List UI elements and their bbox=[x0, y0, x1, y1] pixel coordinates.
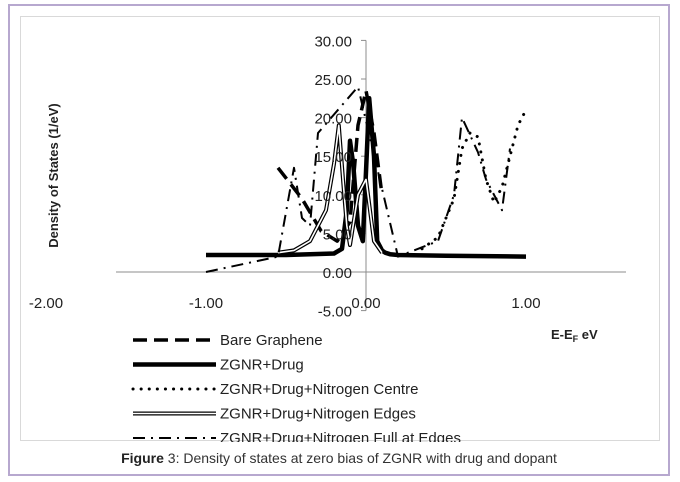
chart-area: -5.00 0.00 5.00 10.00 15.00 20.00 25.00 30.00 -2… bbox=[20, 16, 660, 442]
figure-frame: -5.00 0.00 5.00 10.00 15.00 20.00 25.00 30.00 -2… bbox=[8, 4, 670, 476]
y-tick-label: 15.00 bbox=[314, 149, 352, 166]
legend-label-3: ZGNR+Drug+Nitrogen Centre bbox=[220, 381, 418, 398]
series-5-line bbox=[205, 85, 511, 273]
legend-label-1: Bare Graphene bbox=[220, 332, 323, 349]
legend-label-4: ZGNR+Drug+Nitrogen Edges bbox=[220, 406, 416, 423]
y-tick-label: 25.00 bbox=[314, 72, 352, 89]
series-4-line-inner bbox=[277, 124, 383, 254]
series-3-line bbox=[420, 108, 528, 251]
axes bbox=[116, 39, 626, 312]
series-group bbox=[205, 85, 528, 273]
y-tick-label: 5.00 bbox=[323, 226, 352, 243]
caption-text: 3: Density of states at zero bias of ZGN… bbox=[163, 450, 557, 466]
x-tick-label: -2.00 bbox=[29, 295, 63, 312]
y-axis-label: Density of States (1/eV) bbox=[46, 103, 61, 248]
tick-labels: -5.000.005.0010.0015.0020.0025.0030.00-2… bbox=[29, 33, 541, 321]
caption-label: Figure bbox=[121, 450, 164, 466]
x-axis-label: E-EF eV bbox=[551, 327, 598, 344]
y-tick-label: 10.00 bbox=[314, 188, 352, 205]
y-tick-label: 30.00 bbox=[314, 33, 352, 50]
x-tick-label: -1.00 bbox=[189, 295, 223, 312]
x-tick-label: 1.00 bbox=[511, 295, 540, 312]
legend-label-5: ZGNR+Drug+Nitrogen Full at Edges bbox=[220, 430, 461, 442]
legend-label-2: ZGNR+Drug bbox=[220, 357, 304, 374]
x-tick-label: 0.00 bbox=[351, 295, 380, 312]
legend: Bare Graphene ZGNR+Drug ZGNR+Drug+Nitrogen… bbox=[131, 332, 461, 442]
dos-chart: -5.000.005.0010.0015.0020.0025.0030.00-2… bbox=[29, 33, 626, 442]
y-tick-label: 20.00 bbox=[314, 111, 352, 128]
figure-caption: Figure 3: Density of states at zero bias… bbox=[10, 450, 668, 466]
axis-labels: Density of States (1/eV) E-EF eV bbox=[46, 103, 598, 344]
series-2-line bbox=[206, 96, 527, 259]
y-tick-label: 0.00 bbox=[323, 265, 352, 282]
y-tick-label: -5.00 bbox=[318, 304, 352, 321]
